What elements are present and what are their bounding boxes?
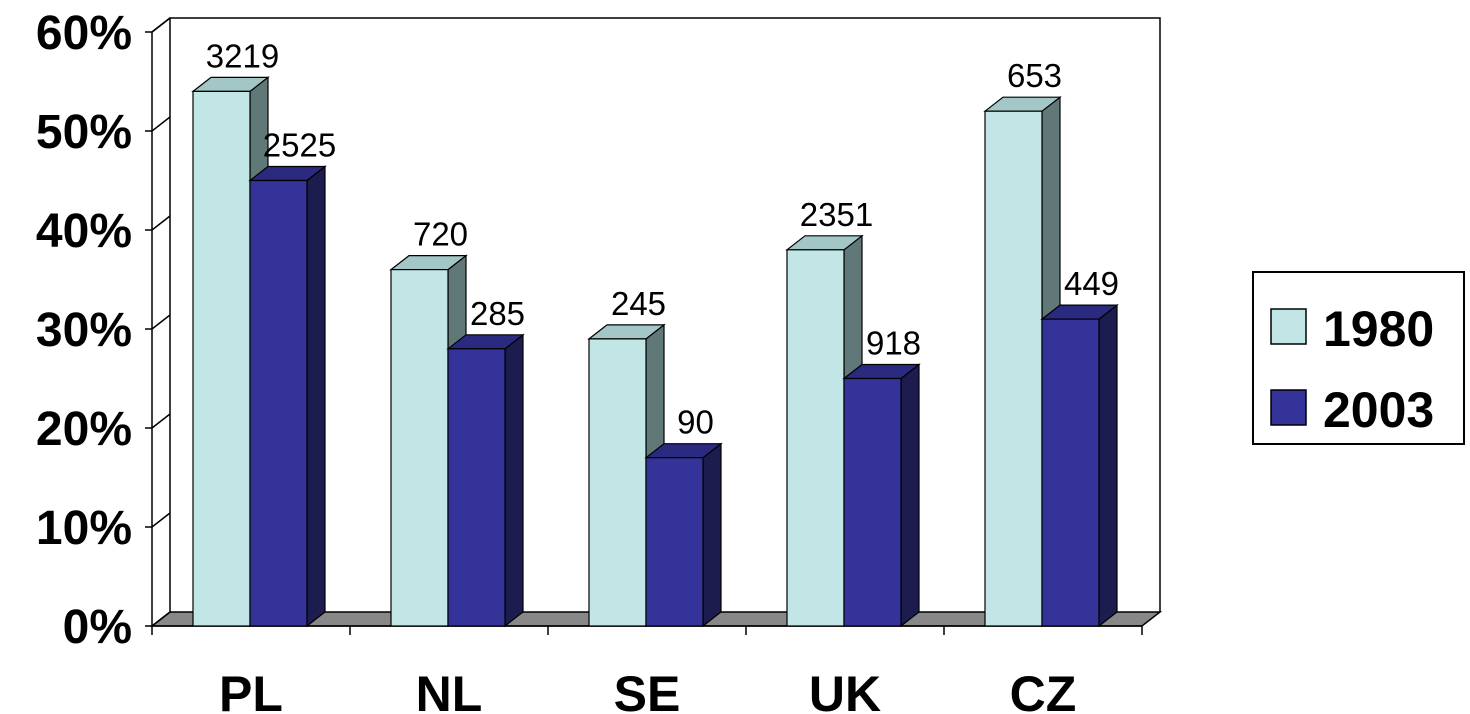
x-axis: PL NL SE UK CZ bbox=[151, 626, 1143, 714]
x-tick-label-pl: PL bbox=[219, 666, 283, 714]
y-tick-depth bbox=[151, 215, 171, 231]
bar-front bbox=[645, 457, 704, 627]
bar-front bbox=[249, 179, 308, 627]
bars: 3219 2525 720 285 245 90 2351 918 653 449 bbox=[191, 37, 1119, 628]
y-tick-label: 10% bbox=[36, 502, 132, 555]
data-label: 653 bbox=[1007, 57, 1062, 94]
bar-side bbox=[702, 442, 722, 628]
bar-front bbox=[390, 269, 449, 627]
data-label: 3219 bbox=[206, 37, 279, 74]
legend-label-1980: 1980 bbox=[1323, 301, 1434, 357]
data-label: 2525 bbox=[263, 127, 336, 164]
y-tick-label: 60% bbox=[36, 7, 132, 60]
data-label: 2351 bbox=[800, 196, 873, 233]
x-tick-label-cz: CZ bbox=[1010, 666, 1077, 714]
y-axis: 0% 10% 20% 30% 40% 50% 60% bbox=[36, 7, 171, 654]
data-label: 918 bbox=[866, 325, 921, 362]
y-tick-label: 20% bbox=[36, 403, 132, 456]
bar-front bbox=[447, 348, 506, 627]
y-tick-label: 50% bbox=[36, 106, 132, 159]
bar-front bbox=[588, 338, 647, 627]
bar-front bbox=[1041, 318, 1100, 627]
bar-2003-cz: 449 bbox=[1040, 265, 1119, 628]
y-tick-depth bbox=[151, 512, 171, 528]
y-tick-label: 0% bbox=[63, 601, 132, 654]
bar-2003-pl: 2525 bbox=[248, 127, 336, 628]
x-tick-label-se: SE bbox=[614, 666, 681, 714]
legend-swatch-1980 bbox=[1270, 308, 1307, 345]
bar-front bbox=[984, 110, 1043, 627]
data-label: 720 bbox=[413, 216, 468, 253]
legend-label-2003: 2003 bbox=[1323, 382, 1434, 438]
legend: 1980 2003 bbox=[1252, 271, 1465, 445]
y-tick-depth bbox=[151, 611, 171, 627]
y-tick-depth bbox=[151, 413, 171, 429]
data-label: 245 bbox=[611, 285, 666, 322]
y-tick-depth bbox=[151, 17, 171, 33]
bar-2003-uk: 918 bbox=[842, 325, 921, 628]
bar-side bbox=[900, 363, 920, 628]
data-label: 449 bbox=[1064, 265, 1119, 302]
bar-2003-se: 90 bbox=[644, 404, 723, 628]
y-tick-label: 40% bbox=[36, 205, 132, 258]
y-tick-label: 30% bbox=[36, 304, 132, 357]
legend-swatch-2003 bbox=[1270, 389, 1307, 426]
bar-front bbox=[192, 90, 251, 627]
data-label: 285 bbox=[470, 295, 525, 332]
y-tick-depth bbox=[151, 314, 171, 330]
bar-2003-nl: 285 bbox=[446, 295, 525, 628]
bar-side bbox=[1098, 303, 1118, 628]
bar-side bbox=[504, 333, 524, 628]
bar-front bbox=[843, 377, 902, 627]
bar-front bbox=[786, 249, 845, 627]
y-tick-depth bbox=[151, 116, 171, 132]
x-tick-label-uk: UK bbox=[809, 666, 881, 714]
bar-side bbox=[306, 165, 326, 628]
x-tick-label-nl: NL bbox=[416, 666, 483, 714]
data-label: 90 bbox=[677, 404, 714, 441]
